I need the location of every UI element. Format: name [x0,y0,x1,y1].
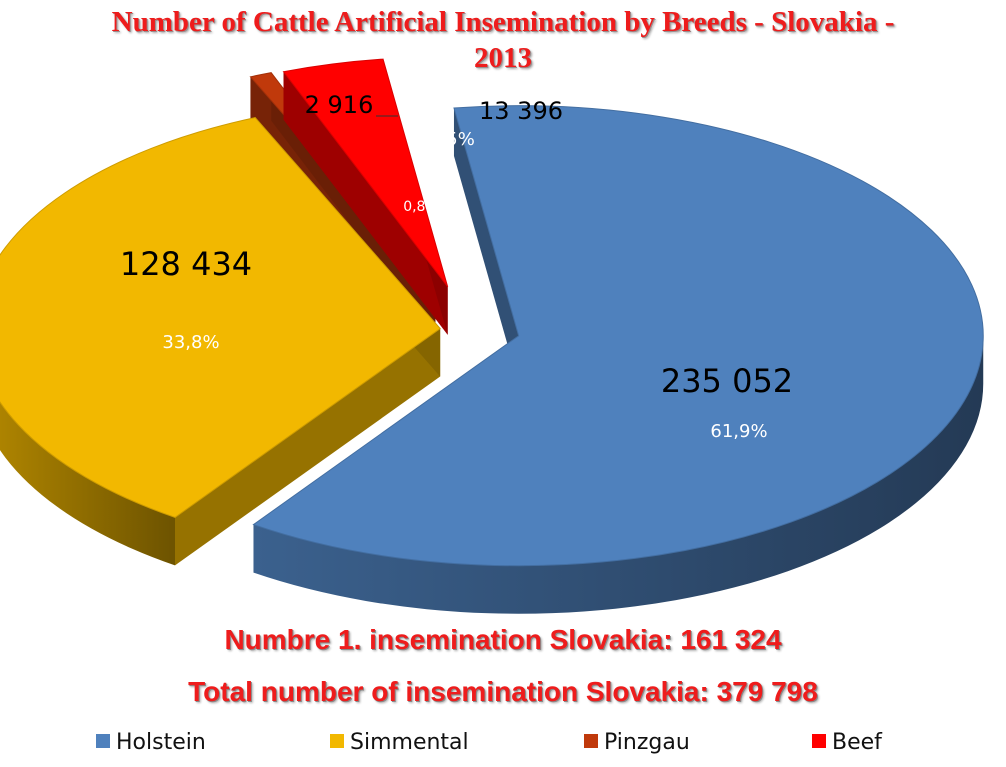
legend-label-holstein: Holstein [116,730,206,755]
chart-title-line-2: 2013 [474,42,532,74]
percent-label-beef: 3,5% [429,129,475,150]
legend-item-simmental: Simmental [330,728,469,758]
legend-label-pinzgau: Pinzgau [604,730,690,755]
pie-slice-wall-holstein [453,107,519,384]
total-insemination: Total number of insemination Slovakia: 3… [188,676,818,707]
legend-swatch-simmental [330,734,344,748]
pie-chart: 235 052 61,9% 128 434 33,8% 2 916 0,8% 13 3963… [0,58,984,614]
pie-slice-wall-beef [283,71,448,335]
pie-slice-side-holstein [253,335,984,614]
pie-slice-side-simmental [0,402,175,566]
percent-label-holstein: 61,9% [710,421,767,442]
value-label-beef: 13 396 [479,97,563,125]
legend-label-beef: Beef [832,730,882,755]
value-label-holstein: 235 052 [661,362,793,400]
legend-item-holstein: Holstein [96,728,206,758]
pie-slice-top-beef [282,58,449,288]
value-label-pinzgau: 2 916 [305,91,374,119]
percent-label-simmental: 33,8% [162,332,219,353]
legend-label-simmental: Simmental [350,730,469,755]
chart-legend: Holstein Simmental Pinzgau Beef [0,728,1006,758]
legend-item-beef: Beef [812,728,882,758]
chart-title: Number of Cattle Artificial Insemination… [0,4,1006,76]
legend-item-pinzgau: Pinzgau [584,728,690,758]
pie-slice-simmental [0,116,441,566]
percent-label-pinzgau: 0,8% [403,199,439,215]
pie-slice-wall-simmental [174,328,441,566]
pie-slice-top-holstein [252,105,984,567]
chart-title-line-1: Number of Cattle Artificial Insemination… [111,6,895,38]
legend-swatch-holstein [96,734,110,748]
pie-slice-beef [282,58,449,335]
first-insemination-total: Numbre 1. insemination Slovakia: 161 324 [224,624,782,655]
legend-swatch-pinzgau [584,734,598,748]
value-label-simmental: 128 434 [120,245,252,283]
pie-slice-top-simmental [0,116,441,518]
pie-slice-holstein [252,105,984,614]
legend-swatch-beef [812,734,826,748]
